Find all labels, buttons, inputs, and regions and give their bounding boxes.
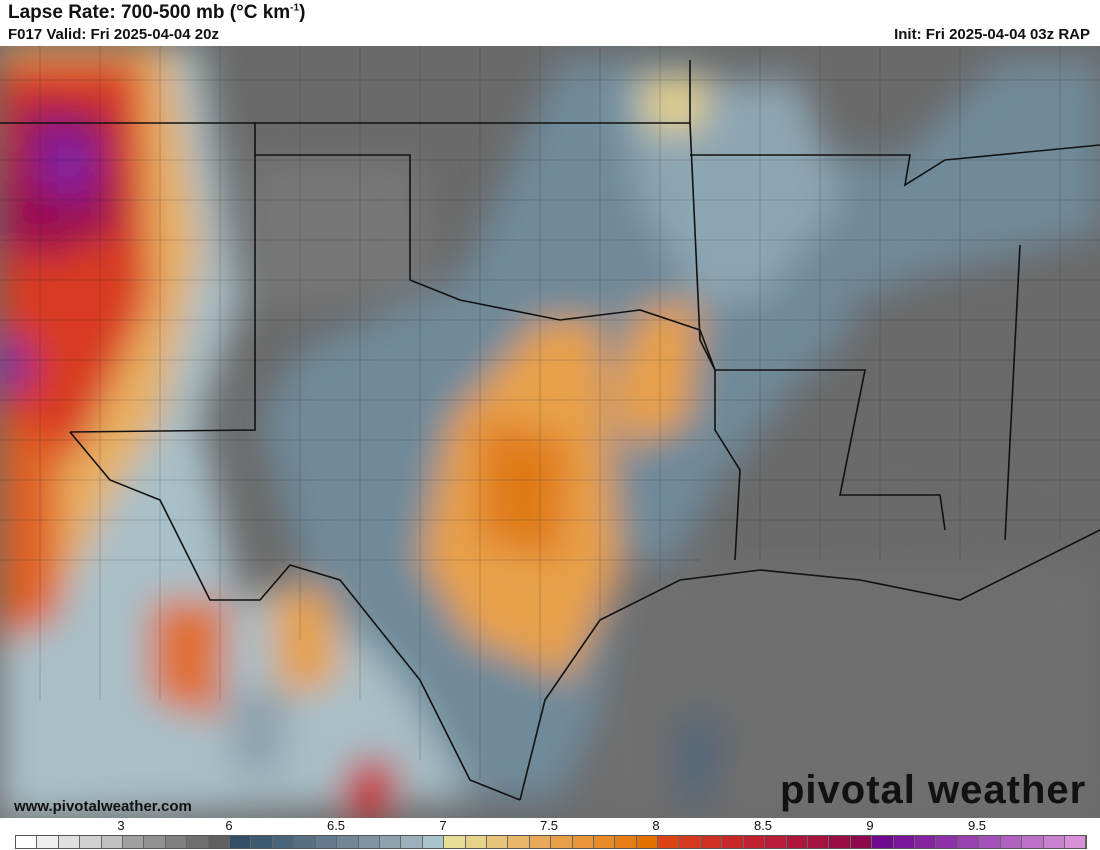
colorbar-swatch — [1043, 836, 1065, 848]
colorbar-swatch — [765, 836, 787, 848]
colorbar-swatch — [850, 836, 873, 848]
colorbar-tick: 8.5 — [753, 818, 773, 833]
colorbar-swatch — [486, 836, 509, 848]
colorbar-swatch — [230, 836, 252, 848]
colorbar-swatch — [957, 836, 980, 848]
colorbar-swatch — [808, 836, 830, 848]
state-borders — [0, 60, 1100, 801]
colorbar-tick: 6 — [225, 818, 233, 833]
title-close: ) — [299, 2, 306, 23]
colorbar-swatch — [1022, 836, 1044, 848]
colorbar-swatch — [572, 836, 594, 848]
colorbar-swatch — [593, 836, 616, 848]
colorbar-swatch — [1000, 836, 1023, 848]
colorbar-swatch — [208, 836, 231, 848]
colorbar-swatch — [658, 836, 680, 848]
colorbar-tick: 3 — [117, 818, 125, 833]
colorbar-tick: 7.5 — [539, 818, 559, 833]
pivotal-weather-logo: pivotal weather — [780, 768, 1087, 812]
colorbar-swatch — [80, 836, 102, 848]
colorbar-swatch — [16, 836, 38, 848]
valid-time: F017 Valid: Fri 2025-04-04 20z — [8, 26, 219, 43]
colorbar-tick: 9.5 — [967, 818, 987, 833]
colorbar-tick: 7 — [439, 818, 447, 833]
colorbar-tick: 9 — [866, 818, 874, 833]
colorbar-swatch — [165, 836, 188, 848]
colorbar-swatch — [979, 836, 1001, 848]
colorbar-swatch — [272, 836, 295, 848]
colorbar-swatch — [636, 836, 659, 848]
colorbar-swatch — [872, 836, 894, 848]
colorbar-swatch — [829, 836, 851, 848]
colorbar-swatch — [422, 836, 445, 848]
colorbar-swatch — [722, 836, 744, 848]
colorbar-swatch — [508, 836, 530, 848]
colorbar-swatch — [444, 836, 466, 848]
colorbar-swatch — [786, 836, 809, 848]
colorbar-swatch — [551, 836, 573, 848]
colorbar-swatch — [615, 836, 637, 848]
colorbar-swatch — [1064, 836, 1087, 848]
colorbar-swatch — [315, 836, 338, 848]
colorbar-swatch — [936, 836, 958, 848]
colorbar-swatch — [251, 836, 273, 848]
colorbar-swatch — [187, 836, 209, 848]
colorbar-swatch — [893, 836, 916, 848]
colorbar-swatch — [37, 836, 59, 848]
colorbar-swatch — [701, 836, 723, 848]
map-title: Lapse Rate: 700-500 mb (°C km-1) — [8, 2, 305, 24]
colorbar-swatch — [58, 836, 81, 848]
colorbar-swatch — [379, 836, 402, 848]
colorbar-swatch — [679, 836, 701, 848]
colorbar-swatch — [529, 836, 552, 848]
colorbar-swatch — [337, 836, 359, 848]
title-superscript: -1 — [290, 2, 300, 14]
colorbar-swatch — [915, 836, 937, 848]
colorbar-tick: 6.5 — [326, 818, 346, 833]
title-text: Lapse Rate: 700-500 mb (°C km — [8, 2, 291, 23]
lapse-rate-map — [0, 46, 1100, 818]
colorbar-tick: 8 — [652, 818, 660, 833]
colorbar — [15, 835, 1087, 849]
lapse-rate-field — [0, 46, 1100, 818]
colorbar-swatch — [101, 836, 124, 848]
colorbar-swatch — [123, 836, 145, 848]
colorbar-swatch — [144, 836, 166, 848]
site-url: www.pivotalweather.com — [14, 798, 192, 815]
init-time: Init: Fri 2025-04-04 03z RAP — [894, 26, 1090, 43]
colorbar-swatch — [465, 836, 487, 848]
colorbar-swatch — [401, 836, 423, 848]
colorbar-swatch — [358, 836, 380, 848]
colorbar-swatch — [743, 836, 766, 848]
colorbar-swatch — [294, 836, 316, 848]
county-grid — [0, 46, 1100, 780]
